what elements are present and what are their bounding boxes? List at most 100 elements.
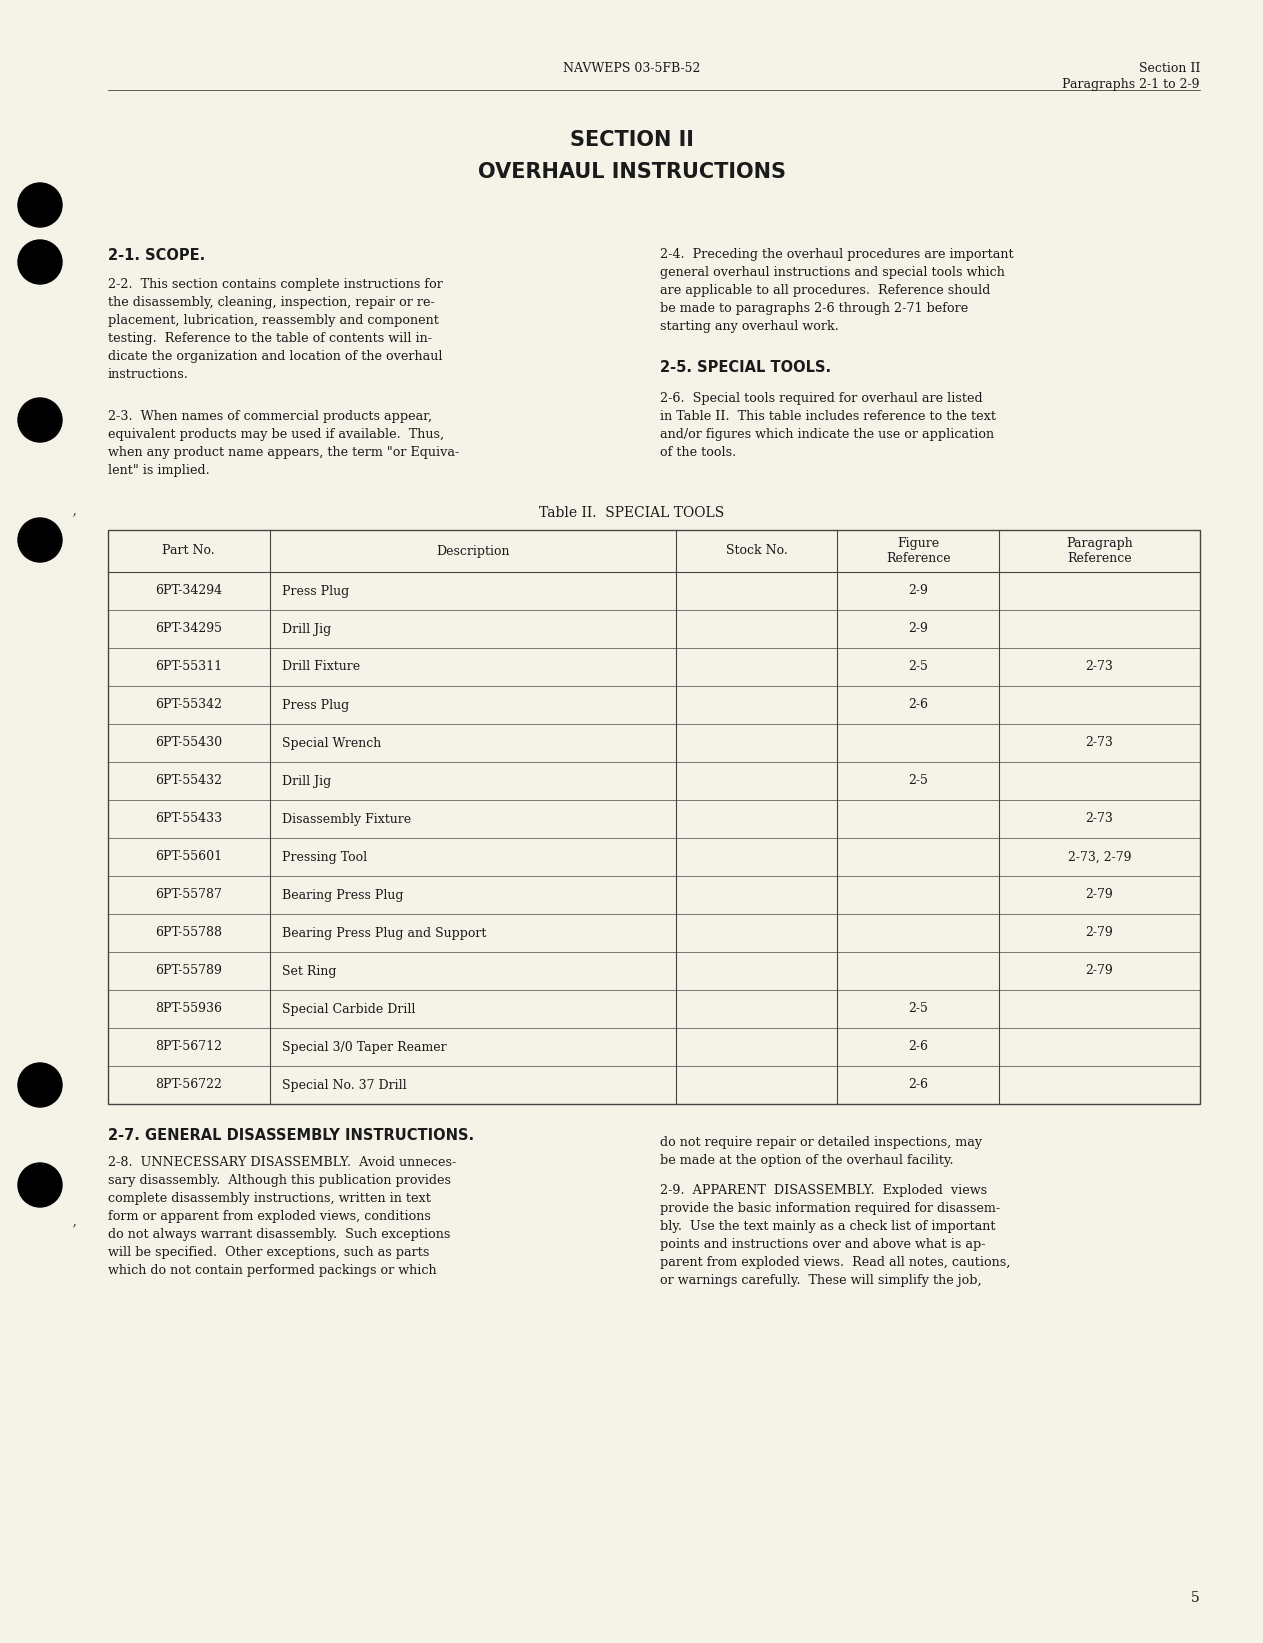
Text: 6PT-34295: 6PT-34295 xyxy=(155,623,222,636)
Text: 2-79: 2-79 xyxy=(1086,927,1114,940)
Text: Bearing Press Plug: Bearing Press Plug xyxy=(282,889,403,902)
Circle shape xyxy=(18,518,62,562)
Text: Bearing Press Plug and Support: Bearing Press Plug and Support xyxy=(282,927,486,940)
Text: 8PT-56722: 8PT-56722 xyxy=(155,1078,222,1091)
Circle shape xyxy=(18,398,62,442)
Text: ’: ’ xyxy=(72,1222,77,1237)
Text: Drill Fixture: Drill Fixture xyxy=(282,660,360,674)
Text: 2-79: 2-79 xyxy=(1086,964,1114,978)
Text: parent from exploded views.  Read all notes, cautions,: parent from exploded views. Read all not… xyxy=(661,1255,1010,1268)
Text: lent" is implied.: lent" is implied. xyxy=(109,463,210,476)
Text: complete disassembly instructions, written in text: complete disassembly instructions, writt… xyxy=(109,1193,431,1204)
Text: Press Plug: Press Plug xyxy=(282,585,349,598)
Text: Disassembly Fixture: Disassembly Fixture xyxy=(282,813,410,825)
Text: Drill Jig: Drill Jig xyxy=(282,774,331,787)
Text: 6PT-55788: 6PT-55788 xyxy=(155,927,222,940)
Text: 2-1. SCOPE.: 2-1. SCOPE. xyxy=(109,248,206,263)
Text: Set Ring: Set Ring xyxy=(282,964,336,978)
Text: testing.  Reference to the table of contents will in-: testing. Reference to the table of conte… xyxy=(109,332,432,345)
Text: Stock No.: Stock No. xyxy=(726,544,788,557)
Text: Special 3/0 Taper Reamer: Special 3/0 Taper Reamer xyxy=(282,1040,446,1053)
Text: 2-5: 2-5 xyxy=(908,660,928,674)
Text: 6PT-55342: 6PT-55342 xyxy=(155,698,222,711)
Text: 2-6: 2-6 xyxy=(908,1040,928,1053)
Text: 2-7. GENERAL DISASSEMBLY INSTRUCTIONS.: 2-7. GENERAL DISASSEMBLY INSTRUCTIONS. xyxy=(109,1129,474,1144)
Text: Description: Description xyxy=(436,544,509,557)
Text: 2-5: 2-5 xyxy=(908,1002,928,1015)
Text: Part No.: Part No. xyxy=(163,544,215,557)
Text: do not require repair or detailed inspections, may: do not require repair or detailed inspec… xyxy=(661,1135,983,1148)
Text: 6PT-55789: 6PT-55789 xyxy=(155,964,222,978)
Text: 2-9: 2-9 xyxy=(908,623,928,636)
Text: starting any overhaul work.: starting any overhaul work. xyxy=(661,320,839,334)
Text: Special No. 37 Drill: Special No. 37 Drill xyxy=(282,1078,407,1091)
Text: Special Wrench: Special Wrench xyxy=(282,736,381,749)
Text: 2-3.  When names of commercial products appear,: 2-3. When names of commercial products a… xyxy=(109,411,432,422)
Text: will be specified.  Other exceptions, such as parts: will be specified. Other exceptions, suc… xyxy=(109,1245,429,1259)
Text: 6PT-55311: 6PT-55311 xyxy=(155,660,222,674)
Text: Figure
Reference: Figure Reference xyxy=(885,537,951,565)
Text: 2-2.  This section contains complete instructions for: 2-2. This section contains complete inst… xyxy=(109,278,443,291)
Text: SECTION II: SECTION II xyxy=(570,130,693,150)
Text: be made to paragraphs 2-6 through 2-71 before: be made to paragraphs 2-6 through 2-71 b… xyxy=(661,302,969,315)
Text: provide the basic information required for disassem-: provide the basic information required f… xyxy=(661,1203,1000,1216)
Circle shape xyxy=(18,1163,62,1208)
Text: Paragraph
Reference: Paragraph Reference xyxy=(1066,537,1133,565)
Text: dicate the organization and location of the overhaul: dicate the organization and location of … xyxy=(109,350,442,363)
Text: 2-73: 2-73 xyxy=(1086,660,1114,674)
Text: when any product name appears, the term "or Equiva-: when any product name appears, the term … xyxy=(109,445,460,458)
Bar xyxy=(109,531,1200,1104)
Text: 6PT-55601: 6PT-55601 xyxy=(155,851,222,864)
Text: do not always warrant disassembly.  Such exceptions: do not always warrant disassembly. Such … xyxy=(109,1227,451,1240)
Text: points and instructions over and above what is ap-: points and instructions over and above w… xyxy=(661,1237,985,1250)
Text: Pressing Tool: Pressing Tool xyxy=(282,851,366,864)
Text: 2-8.  UNNECESSARY DISASSEMBLY.  Avoid unneces-: 2-8. UNNECESSARY DISASSEMBLY. Avoid unne… xyxy=(109,1157,456,1170)
Text: Section II: Section II xyxy=(1139,62,1200,76)
Circle shape xyxy=(18,1063,62,1107)
Text: 2-73: 2-73 xyxy=(1086,736,1114,749)
Text: sary disassembly.  Although this publication provides: sary disassembly. Although this publicat… xyxy=(109,1175,451,1186)
Text: Table II.  SPECIAL TOOLS: Table II. SPECIAL TOOLS xyxy=(539,506,724,519)
Text: OVERHAUL INSTRUCTIONS: OVERHAUL INSTRUCTIONS xyxy=(477,163,786,182)
Text: 8PT-56712: 8PT-56712 xyxy=(155,1040,222,1053)
Text: Press Plug: Press Plug xyxy=(282,698,349,711)
Text: Special Carbide Drill: Special Carbide Drill xyxy=(282,1002,416,1015)
Text: 8PT-55936: 8PT-55936 xyxy=(155,1002,222,1015)
Text: and/or figures which indicate the use or application: and/or figures which indicate the use or… xyxy=(661,427,994,440)
Text: general overhaul instructions and special tools which: general overhaul instructions and specia… xyxy=(661,266,1005,279)
Text: Paragraphs 2-1 to 2-9: Paragraphs 2-1 to 2-9 xyxy=(1062,77,1200,90)
Text: of the tools.: of the tools. xyxy=(661,445,736,458)
Text: in Table II.  This table includes reference to the text: in Table II. This table includes referen… xyxy=(661,411,997,422)
Text: equivalent products may be used if available.  Thus,: equivalent products may be used if avail… xyxy=(109,427,445,440)
Text: be made at the option of the overhaul facility.: be made at the option of the overhaul fa… xyxy=(661,1153,954,1167)
Text: instructions.: instructions. xyxy=(109,368,189,381)
Text: 2-6: 2-6 xyxy=(908,698,928,711)
Text: 5: 5 xyxy=(1191,1590,1200,1605)
Circle shape xyxy=(18,182,62,227)
Text: 2-6: 2-6 xyxy=(908,1078,928,1091)
Text: 2-9.  APPARENT  DISASSEMBLY.  Exploded  views: 2-9. APPARENT DISASSEMBLY. Exploded view… xyxy=(661,1185,988,1198)
Text: NAVWEPS 03-5FB-52: NAVWEPS 03-5FB-52 xyxy=(563,62,700,76)
Text: 2-5. SPECIAL TOOLS.: 2-5. SPECIAL TOOLS. xyxy=(661,360,831,375)
Text: 6PT-34294: 6PT-34294 xyxy=(155,585,222,598)
Text: form or apparent from exploded views, conditions: form or apparent from exploded views, co… xyxy=(109,1209,431,1222)
Text: placement, lubrication, reassembly and component: placement, lubrication, reassembly and c… xyxy=(109,314,438,327)
Text: 6PT-55787: 6PT-55787 xyxy=(155,889,222,902)
Text: are applicable to all procedures.  Reference should: are applicable to all procedures. Refere… xyxy=(661,284,990,297)
Text: 2-4.  Preceding the overhaul procedures are important: 2-4. Preceding the overhaul procedures a… xyxy=(661,248,1014,261)
Text: or warnings carefully.  These will simplify the job,: or warnings carefully. These will simpli… xyxy=(661,1273,981,1286)
Text: bly.  Use the text mainly as a check list of important: bly. Use the text mainly as a check list… xyxy=(661,1221,995,1232)
Text: the disassembly, cleaning, inspection, repair or re-: the disassembly, cleaning, inspection, r… xyxy=(109,296,434,309)
Text: 2-6.  Special tools required for overhaul are listed: 2-6. Special tools required for overhaul… xyxy=(661,393,983,406)
Text: 6PT-55430: 6PT-55430 xyxy=(155,736,222,749)
Text: 2-9: 2-9 xyxy=(908,585,928,598)
Text: 6PT-55433: 6PT-55433 xyxy=(155,813,222,825)
Text: Drill Jig: Drill Jig xyxy=(282,623,331,636)
Text: 2-5: 2-5 xyxy=(908,774,928,787)
Text: 2-73, 2-79: 2-73, 2-79 xyxy=(1067,851,1132,864)
Text: 2-79: 2-79 xyxy=(1086,889,1114,902)
Text: 2-73: 2-73 xyxy=(1086,813,1114,825)
Text: which do not contain performed packings or which: which do not contain performed packings … xyxy=(109,1263,437,1277)
Text: ’: ’ xyxy=(72,513,77,526)
Circle shape xyxy=(18,240,62,284)
